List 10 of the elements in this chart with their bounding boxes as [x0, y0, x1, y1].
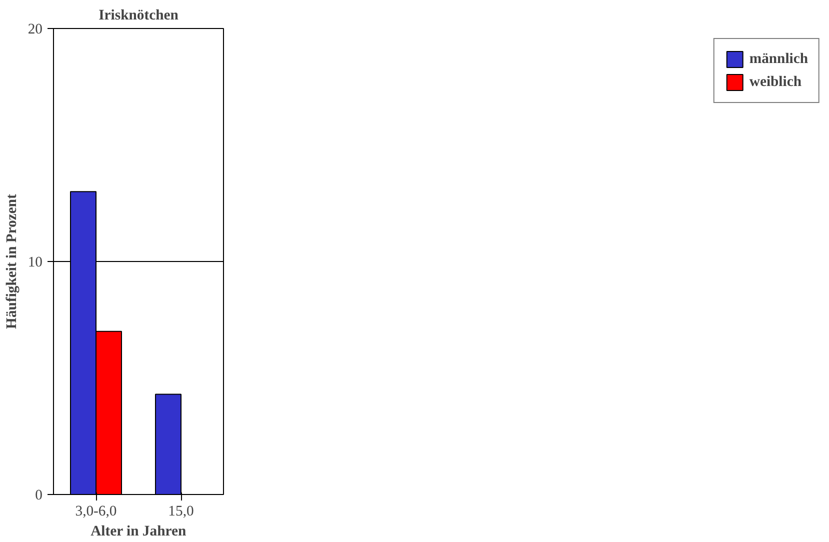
x-tick-label: 3,0-6,0 — [75, 504, 117, 520]
x-tick-label: 15,0 — [168, 504, 194, 520]
x-axis-title: Alter in Jahren — [90, 524, 186, 540]
y-tick-label: 0 — [35, 488, 42, 504]
legend-label: weiblich — [749, 74, 802, 90]
y-axis-title: Häufigkeit in Prozent — [4, 194, 20, 329]
chart-title: Irisknötchen — [98, 8, 178, 24]
legend-label: männlich — [749, 50, 808, 68]
y-tick-label: 10 — [28, 254, 42, 270]
y-tick-label: 20 — [28, 22, 42, 38]
